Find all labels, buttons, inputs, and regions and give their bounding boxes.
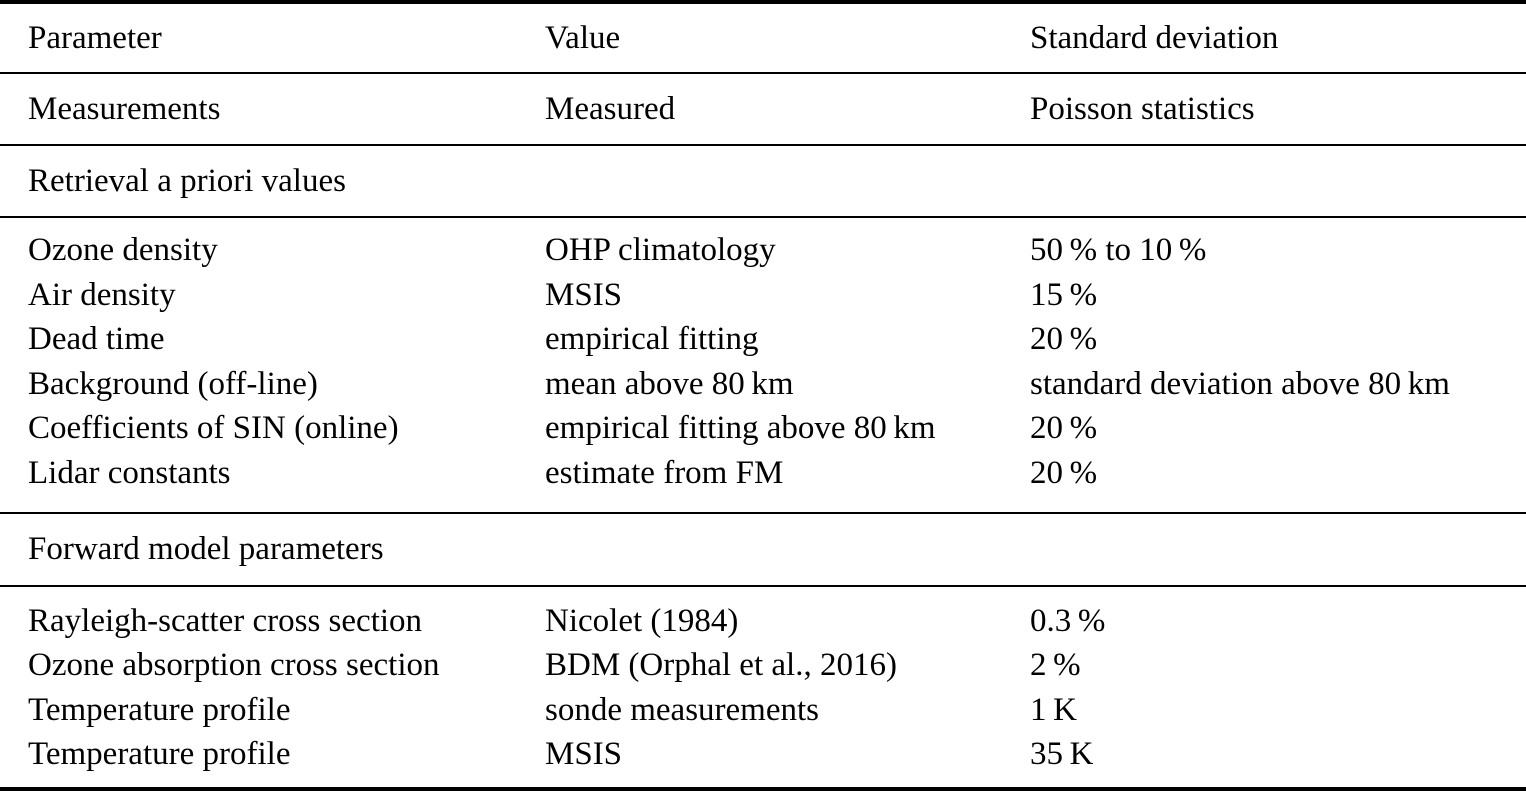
cell-stddev: standard deviation above 80 km [1030,365,1450,402]
table-row: Ozone density OHP climatology 50 % to 10… [0,228,1526,273]
table-rule [0,511,1526,514]
table-rule [0,216,1526,218]
cell-stddev: 35 K [1030,736,1094,773]
table-rule [0,72,1526,74]
cell-value: MSIS [545,736,623,773]
cell-value: OHP climatology [545,232,776,268]
table-top-rule [0,0,1526,4]
header-cell-value: Value [545,19,621,56]
table-header-row: Parameter Value Standard deviation [0,4,1526,72]
cell-stddev: 20 % [1030,410,1098,447]
cell-stddev: 20 % [1030,321,1098,358]
cell-parameter: Temperature profile [28,736,291,773]
section-body-retrieval-a-priori: Ozone density OHP climatology 50 % to 10… [0,218,1526,512]
cell-stddev: 20 % [1030,454,1098,491]
cell-parameter: Ozone density [28,232,218,268]
cell-value: estimate from FM [545,454,784,491]
section-header-retrieval-a-priori: Retrieval a priori values [0,146,1526,216]
table-row: Rayleigh-scatter cross section Nicolet (… [0,599,1526,644]
section-title: Retrieval a priori values [28,162,346,199]
cell-parameter: Measurements [28,90,221,127]
cell-parameter: Dead time [28,321,165,358]
cell-value: MSIS [545,276,623,313]
cell-parameter: Coefficients of SIN (online) [28,410,399,447]
table-row: Air density MSIS 15 % [0,273,1526,318]
cell-parameter: Ozone absorption cross section [28,647,440,684]
section-title: Forward model parameters [28,530,384,567]
table-row: Lidar constants estimate from FM 20 % [0,451,1526,496]
table-row: Temperature profile sonde measurements 1… [0,688,1526,733]
cell-stddev: 15 % [1030,276,1098,313]
header-cell-parameter: Parameter [28,19,162,56]
cell-value: BDM (Orphal et al., 2016) [545,647,897,684]
table-row: Coefficients of SIN (online) empirical f… [0,406,1526,451]
cell-parameter: Air density [28,276,176,313]
table-row: Dead time empirical fitting 20 % [0,317,1526,362]
cell-stddev: 1 K [1030,691,1077,728]
table-rule [0,584,1526,587]
cell-value: empirical fitting above 80 km [545,410,936,447]
cell-stddev: 2 % [1030,647,1081,684]
cell-value: empirical fitting [545,321,759,358]
section-body-forward-model: Rayleigh-scatter cross section Nicolet (… [0,587,1526,787]
table-bottom-rule [0,786,1526,791]
cell-parameter: Lidar constants [28,454,231,491]
cell-stddev: 0.3 % [1030,602,1106,639]
cell-stddev: 50 % to 10 % [1030,232,1207,268]
table-row-measurements: Measurements Measured Poisson statistics [0,74,1526,144]
table-row: Temperature profile MSIS 35 K [0,732,1526,777]
cell-value: Nicolet (1984) [545,602,739,639]
header-cell-standard-deviation: Standard deviation [1030,19,1279,56]
cell-value: sonde measurements [545,691,820,728]
cell-stddev: Poisson statistics [1030,90,1255,127]
cell-value: mean above 80 km [545,365,794,402]
cell-value: Measured [545,90,676,127]
cell-parameter: Rayleigh-scatter cross section [28,602,423,639]
section-header-forward-model: Forward model parameters [0,514,1526,585]
cell-parameter: Background (off-line) [28,365,318,402]
table-row: Background (off-line) mean above 80 km s… [0,362,1526,407]
table-rule [0,144,1526,146]
cell-parameter: Temperature profile [28,691,291,728]
table-row: Ozone absorption cross section BDM (Orph… [0,643,1526,688]
